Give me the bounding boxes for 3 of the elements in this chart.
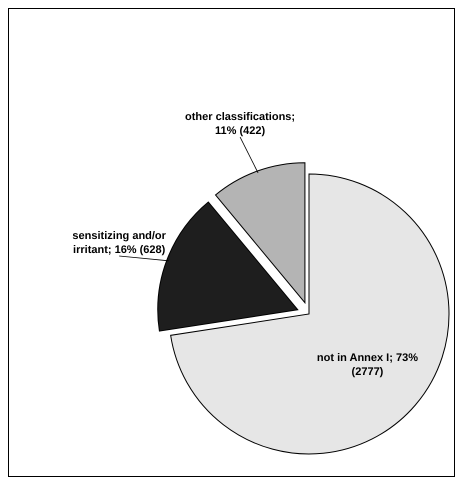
slice-label: other classifications; 11% (422) [185,111,296,138]
slice-label: sensitizing and/or irritant; 16% (628) [72,230,167,256]
slice-label: not in Annex I; 73% (2777) [316,352,418,378]
